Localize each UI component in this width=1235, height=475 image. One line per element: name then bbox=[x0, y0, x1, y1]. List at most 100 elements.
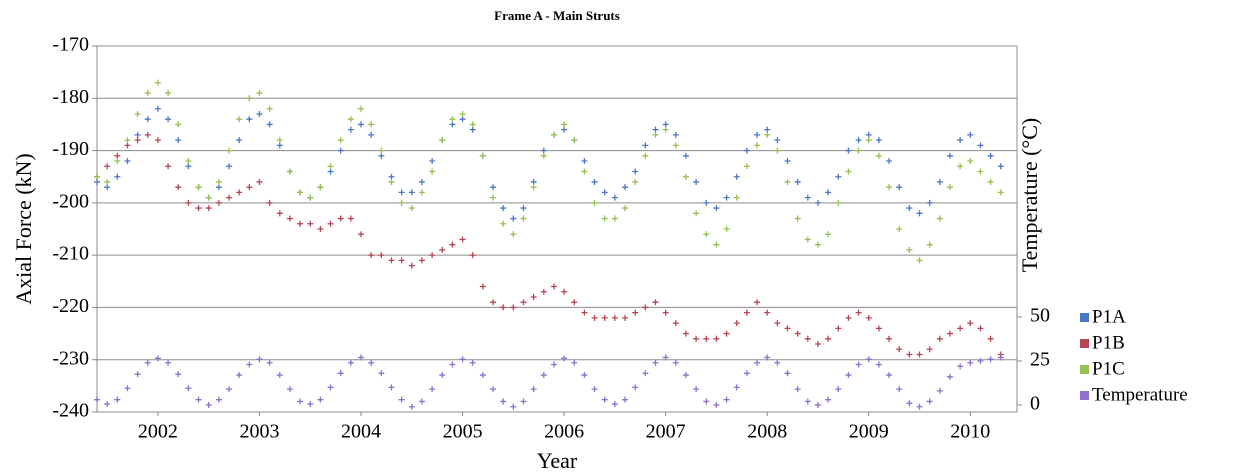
point bbox=[632, 168, 639, 175]
point bbox=[835, 386, 842, 393]
point bbox=[906, 400, 913, 407]
point bbox=[185, 199, 192, 206]
x-tick-label: 2002 bbox=[138, 421, 178, 443]
point bbox=[754, 142, 761, 149]
point bbox=[195, 184, 202, 191]
point bbox=[601, 314, 608, 321]
point bbox=[104, 163, 111, 170]
point bbox=[896, 226, 903, 232]
point bbox=[967, 131, 974, 138]
point bbox=[104, 401, 111, 408]
point bbox=[703, 231, 710, 238]
legend-swatch bbox=[1080, 313, 1089, 322]
point bbox=[94, 396, 100, 403]
point bbox=[754, 131, 761, 138]
point bbox=[276, 372, 283, 379]
point bbox=[977, 325, 984, 332]
point bbox=[804, 335, 811, 342]
point bbox=[337, 147, 344, 154]
point bbox=[337, 215, 344, 222]
point bbox=[490, 299, 497, 306]
point bbox=[561, 288, 568, 295]
point bbox=[94, 178, 100, 185]
point bbox=[358, 121, 365, 128]
point bbox=[134, 371, 141, 378]
series-points bbox=[94, 105, 1004, 222]
point bbox=[469, 121, 476, 128]
point bbox=[368, 131, 375, 138]
point bbox=[622, 396, 629, 403]
point bbox=[682, 330, 689, 337]
point bbox=[926, 346, 933, 353]
x-tick-label: 2003 bbox=[239, 421, 279, 443]
point bbox=[906, 351, 913, 358]
y-tick-label: -210 bbox=[52, 243, 89, 265]
point bbox=[997, 354, 1004, 361]
point bbox=[327, 384, 334, 391]
y-tick-label: -230 bbox=[52, 347, 89, 369]
point bbox=[540, 288, 547, 295]
point bbox=[764, 354, 771, 361]
point bbox=[297, 189, 304, 196]
point bbox=[327, 168, 334, 175]
point bbox=[774, 147, 781, 154]
point bbox=[490, 194, 497, 201]
point bbox=[733, 384, 740, 391]
point bbox=[886, 335, 893, 342]
point bbox=[530, 386, 537, 393]
point bbox=[987, 152, 994, 159]
point bbox=[703, 335, 710, 342]
point bbox=[530, 184, 537, 191]
point bbox=[611, 314, 618, 321]
point bbox=[317, 184, 324, 191]
point bbox=[520, 299, 527, 306]
legend-swatch bbox=[1080, 391, 1089, 400]
point bbox=[957, 163, 964, 170]
point bbox=[825, 189, 832, 196]
point bbox=[205, 401, 212, 408]
point bbox=[967, 158, 974, 165]
point bbox=[347, 116, 354, 123]
legend-label: P1A bbox=[1092, 306, 1126, 327]
point bbox=[469, 252, 476, 259]
point bbox=[936, 215, 943, 222]
legend-label: P1B bbox=[1092, 332, 1125, 353]
point bbox=[906, 246, 913, 253]
point bbox=[134, 137, 141, 144]
point bbox=[246, 95, 253, 102]
point bbox=[124, 137, 131, 144]
point bbox=[571, 359, 578, 366]
point bbox=[388, 173, 395, 180]
point bbox=[104, 184, 111, 191]
point bbox=[865, 314, 872, 321]
point bbox=[510, 215, 517, 222]
point bbox=[662, 354, 669, 361]
point bbox=[855, 309, 862, 316]
point bbox=[611, 194, 618, 201]
point bbox=[246, 184, 253, 191]
point bbox=[500, 205, 507, 212]
point bbox=[479, 152, 486, 159]
point bbox=[388, 257, 395, 264]
point bbox=[936, 178, 943, 185]
point bbox=[124, 142, 131, 149]
point bbox=[307, 220, 314, 227]
point bbox=[144, 116, 151, 123]
point bbox=[114, 158, 121, 165]
point bbox=[652, 359, 659, 366]
legend-swatch bbox=[1080, 365, 1089, 374]
point bbox=[459, 236, 466, 243]
point bbox=[124, 158, 131, 165]
point bbox=[571, 137, 578, 144]
x-tick-label: 2006 bbox=[544, 421, 584, 443]
point bbox=[165, 116, 172, 123]
point bbox=[317, 396, 324, 403]
point bbox=[175, 121, 182, 128]
point bbox=[743, 309, 750, 316]
point bbox=[946, 184, 953, 191]
point bbox=[652, 126, 659, 133]
point bbox=[733, 173, 740, 180]
point bbox=[469, 126, 476, 133]
point bbox=[327, 220, 334, 227]
point bbox=[926, 241, 933, 248]
